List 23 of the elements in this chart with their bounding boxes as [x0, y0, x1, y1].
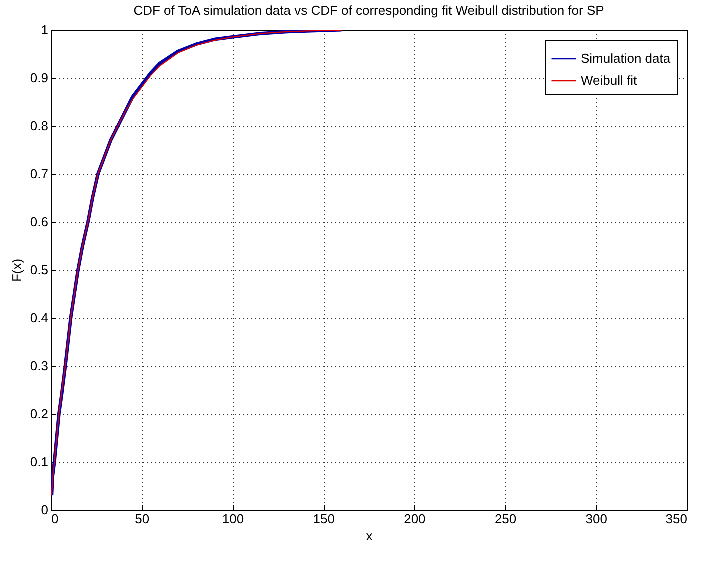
y-tick-label: 1: [41, 22, 48, 38]
x-tick-label: 200: [404, 512, 426, 526]
x-tick-label: 250: [494, 512, 517, 526]
y-tick-label: 0.2: [30, 406, 48, 422]
y-tick-label: 0.1: [30, 454, 48, 470]
y-tick-label: 0.9: [30, 70, 48, 86]
x-tick-label: 300: [586, 512, 608, 526]
x-tick-label: 350: [666, 512, 688, 526]
y-axis-title: F(x): [9, 258, 24, 282]
x-tick-label: 50: [135, 512, 150, 526]
legend-label: Simulation data: [581, 51, 672, 66]
y-tick-label: 0.6: [30, 214, 48, 230]
y-tick-label: 0.4: [30, 310, 48, 326]
y-tick-label: 0.3: [30, 358, 48, 374]
x-tick-label: 100: [222, 512, 244, 526]
x-tick-label: 0: [52, 512, 59, 526]
x-tick-label: 150: [313, 512, 335, 526]
y-tick-label: 0.8: [30, 118, 48, 134]
x-axis-title: x: [366, 528, 374, 544]
legend-label: Weibull fit: [581, 73, 638, 88]
y-tick-label: 0.5: [30, 262, 48, 278]
y-tick-label: 0.7: [30, 166, 48, 182]
chart-title: CDF of ToA simulation data vs CDF of corresponding fit Weibull distribution for SP: [134, 3, 604, 18]
